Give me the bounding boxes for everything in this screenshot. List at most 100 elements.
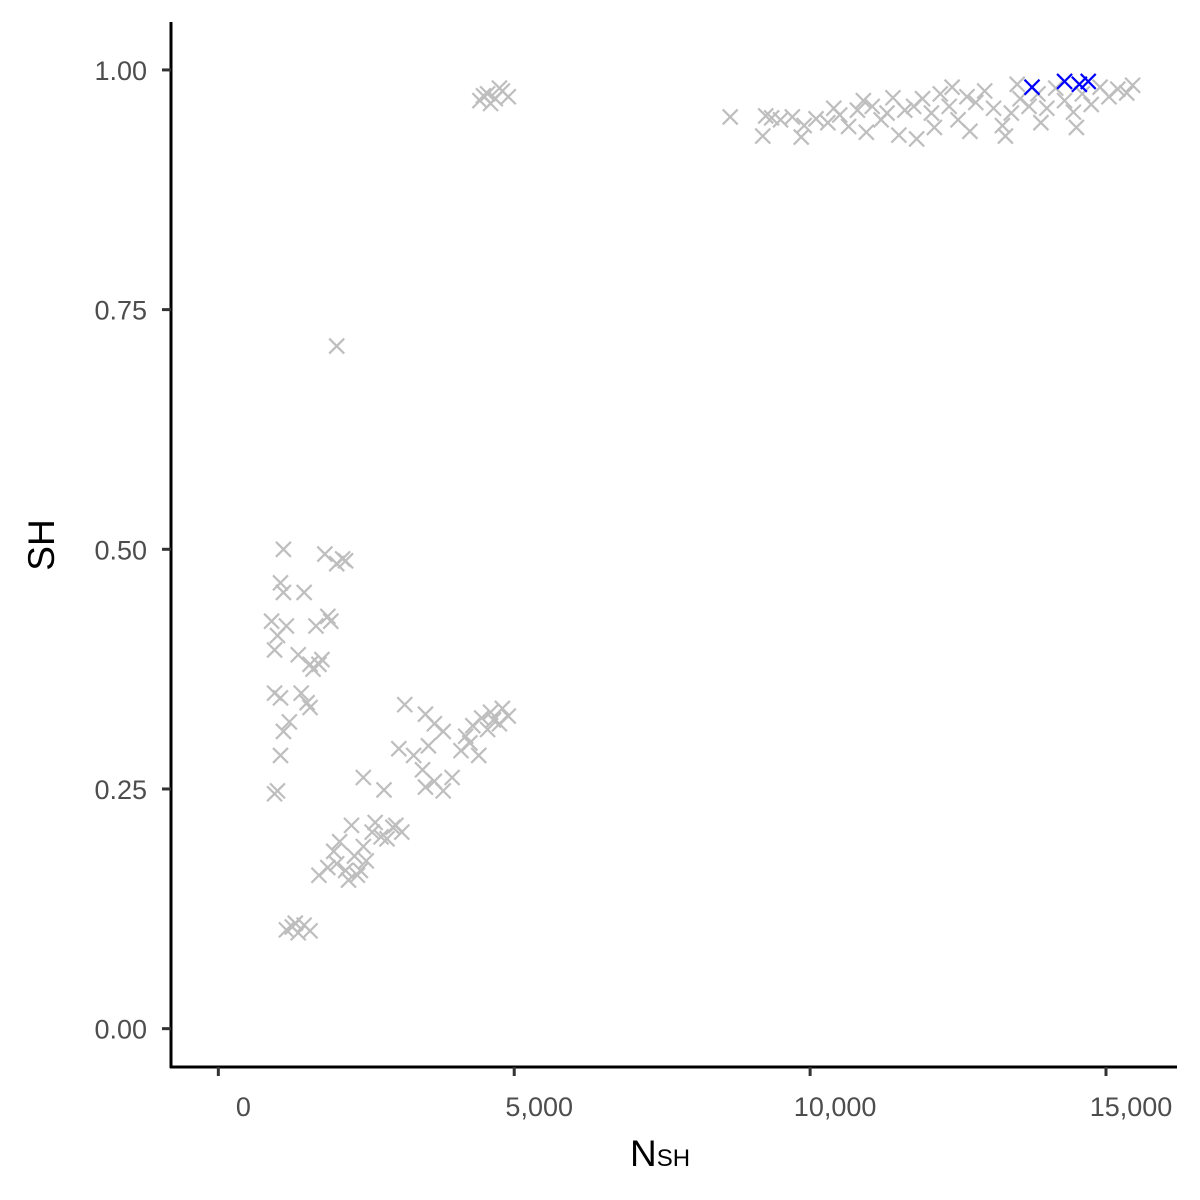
data-point (396, 696, 414, 713)
data-point (281, 713, 298, 731)
data-point (1079, 73, 1097, 90)
data-point (754, 127, 772, 145)
data-point (926, 119, 943, 136)
data-point (272, 747, 289, 764)
data-point (792, 128, 810, 146)
data-point (349, 866, 366, 884)
data-point (331, 833, 348, 850)
data-point (500, 707, 517, 725)
data-point (328, 855, 345, 873)
data-point (958, 88, 976, 106)
y-tick-label: 1.00 (94, 56, 147, 86)
data-point (417, 778, 434, 796)
data-point (923, 104, 940, 122)
data-point (1082, 96, 1100, 113)
data-point (807, 110, 825, 128)
data-point (355, 769, 372, 786)
data-point (967, 94, 985, 111)
data-point (976, 82, 993, 100)
data-point (849, 101, 866, 119)
data-point (896, 101, 914, 119)
data-point (358, 852, 375, 870)
data-point (932, 85, 949, 103)
data-point (961, 123, 979, 140)
data-point (387, 817, 405, 834)
y-tick-label: 0.00 (94, 1015, 147, 1045)
data-point (266, 641, 283, 659)
data-point (784, 108, 801, 126)
data-point (994, 117, 1011, 134)
data-point (997, 127, 1014, 145)
data-point (366, 814, 384, 831)
data-point (272, 574, 289, 592)
data-point (491, 79, 508, 97)
data-point (378, 830, 396, 848)
data-point (319, 608, 337, 625)
series-0 (263, 76, 1141, 942)
data-point (307, 617, 325, 635)
data-point (443, 769, 461, 786)
data-point (390, 740, 408, 757)
y-tick-label: 0.50 (94, 535, 147, 565)
data-point (272, 689, 289, 707)
data-point (434, 723, 452, 740)
data-point (457, 727, 474, 745)
data-point (1008, 76, 1026, 93)
data-point (372, 828, 390, 846)
data-point (363, 823, 381, 841)
y-axis-title: SH (21, 519, 62, 570)
data-point (863, 98, 881, 115)
data-point (316, 545, 334, 563)
data-point (1068, 119, 1085, 136)
data-point (1071, 76, 1088, 93)
data-point (819, 114, 837, 131)
data-point (757, 107, 775, 125)
data-point (275, 584, 292, 601)
data-point (298, 694, 316, 711)
data-point (825, 100, 843, 117)
data-point (1023, 78, 1041, 96)
data-point (322, 612, 340, 630)
data-point (343, 817, 360, 834)
data-point (301, 922, 319, 940)
data-point (943, 78, 961, 96)
data-point (479, 721, 496, 738)
series-1 (1023, 73, 1097, 96)
data-point (479, 85, 496, 103)
data-point (310, 656, 328, 673)
data-point (485, 711, 502, 729)
x-axis-title: NSH (630, 1133, 690, 1174)
data-point (325, 843, 343, 860)
data-point (1038, 100, 1056, 117)
data-point (1118, 84, 1135, 102)
data-point (278, 617, 295, 635)
data-point (310, 866, 328, 884)
data-point (301, 656, 319, 673)
data-point (275, 541, 292, 558)
data-point (1056, 92, 1073, 109)
data-point (289, 646, 307, 664)
data-point (414, 761, 431, 779)
data-point (313, 651, 331, 668)
y-tick-label: 0.75 (94, 296, 147, 326)
x-tick-label: 15,000 (1090, 1092, 1173, 1122)
data-point (1065, 103, 1082, 121)
data-point (275, 723, 292, 740)
data-point (352, 862, 369, 879)
data-point (908, 130, 925, 148)
data-point (434, 782, 452, 800)
x-tick-label: 10,000 (794, 1092, 877, 1122)
data-point (985, 100, 1002, 117)
data-point (1032, 114, 1050, 131)
data-point (301, 699, 319, 716)
data-point (1047, 79, 1064, 97)
data-point (295, 584, 313, 601)
data-point (1124, 76, 1141, 94)
data-point (405, 747, 422, 764)
data-point (328, 337, 345, 355)
data-point (1020, 98, 1038, 115)
data-point (855, 92, 872, 109)
points-layer (263, 73, 1141, 942)
data-point (494, 700, 511, 717)
